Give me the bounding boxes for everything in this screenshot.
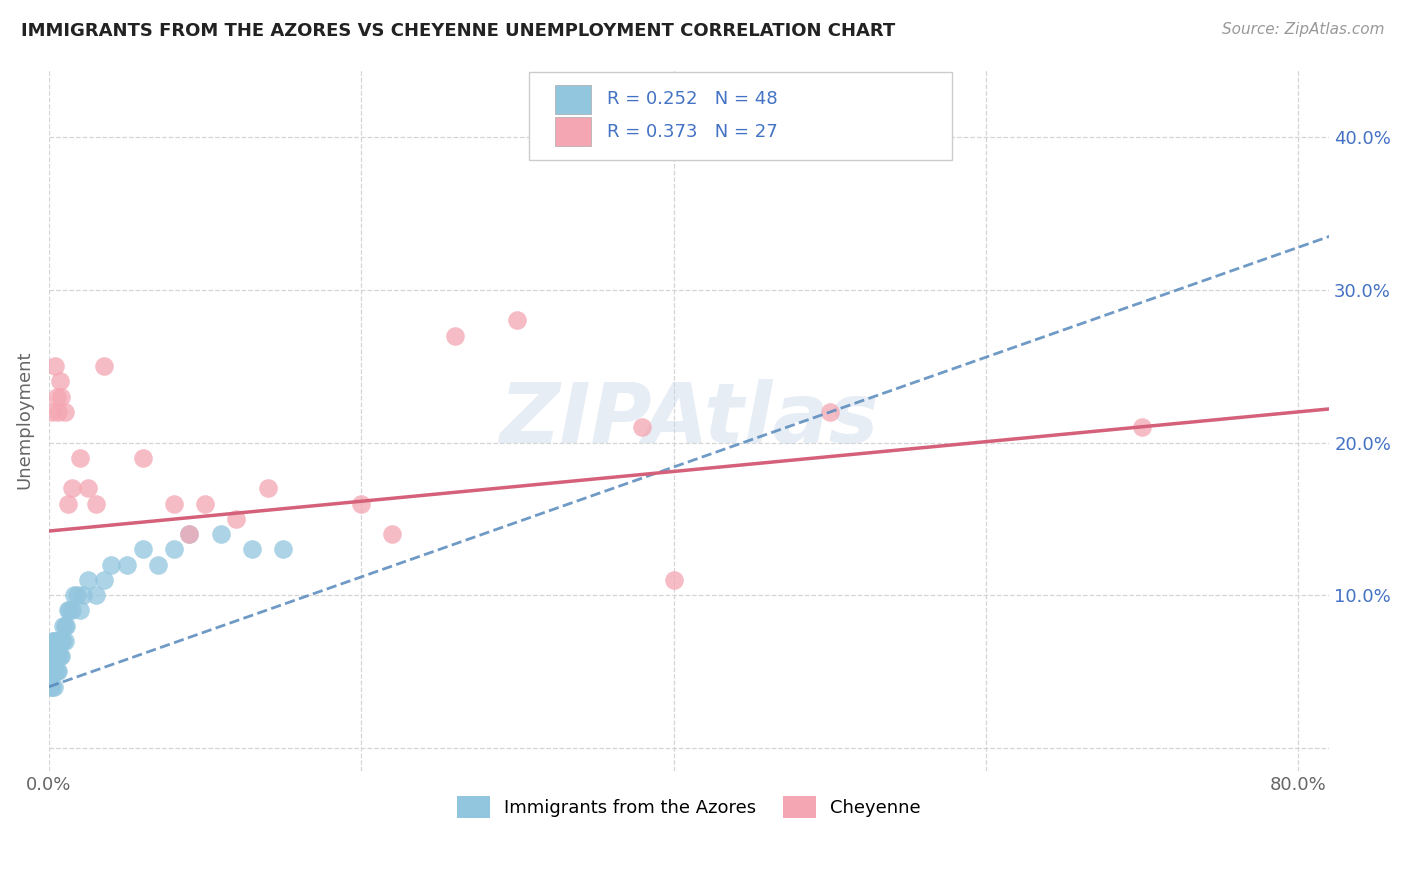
Point <box>44 665 66 679</box>
Point <box>131 450 153 465</box>
Point <box>506 313 529 327</box>
Point <box>148 558 170 572</box>
Point <box>51 649 73 664</box>
Point <box>44 359 66 374</box>
Point <box>662 573 685 587</box>
Point <box>225 512 247 526</box>
Point <box>42 634 65 648</box>
Point <box>46 665 69 679</box>
Point <box>818 405 841 419</box>
Text: IMMIGRANTS FROM THE AZORES VS CHEYENNE UNEMPLOYMENT CORRELATION CHART: IMMIGRANTS FROM THE AZORES VS CHEYENNE U… <box>21 22 896 40</box>
Point <box>1130 420 1153 434</box>
Point <box>100 558 122 572</box>
Point <box>42 665 65 679</box>
Point <box>41 665 63 679</box>
Point <box>42 649 65 664</box>
Point <box>209 527 232 541</box>
Point <box>58 603 80 617</box>
Point <box>49 634 72 648</box>
Point <box>44 649 66 664</box>
Point <box>271 542 294 557</box>
Point <box>60 603 83 617</box>
Point <box>77 573 100 587</box>
Point <box>41 649 63 664</box>
Point <box>194 497 217 511</box>
Point <box>56 603 79 617</box>
Point <box>93 359 115 374</box>
Point <box>84 497 107 511</box>
Point <box>52 634 75 648</box>
Point <box>60 481 83 495</box>
Point <box>66 588 89 602</box>
Text: R = 0.252   N = 48: R = 0.252 N = 48 <box>607 90 778 109</box>
Point <box>56 497 79 511</box>
Point <box>52 618 75 632</box>
Point <box>39 649 62 664</box>
Point <box>256 481 278 495</box>
Point <box>444 328 467 343</box>
Text: ZIPAtlas: ZIPAtlas <box>499 379 879 460</box>
Point <box>44 634 66 648</box>
Point <box>46 405 69 419</box>
Point <box>69 603 91 617</box>
Point <box>45 634 67 648</box>
Point <box>53 618 76 632</box>
FancyBboxPatch shape <box>555 117 591 146</box>
FancyBboxPatch shape <box>555 85 591 114</box>
Point <box>350 497 373 511</box>
Point <box>63 588 86 602</box>
Point <box>163 497 186 511</box>
Point <box>45 390 67 404</box>
Y-axis label: Unemployment: Unemployment <box>15 351 32 489</box>
Point <box>381 527 404 541</box>
Point <box>240 542 263 557</box>
Point <box>163 542 186 557</box>
Point <box>41 680 63 694</box>
FancyBboxPatch shape <box>529 72 952 160</box>
Point <box>115 558 138 572</box>
Point <box>93 573 115 587</box>
Point <box>131 542 153 557</box>
Text: Source: ZipAtlas.com: Source: ZipAtlas.com <box>1222 22 1385 37</box>
Point <box>51 390 73 404</box>
Point <box>631 420 654 434</box>
Point <box>45 665 67 679</box>
Point <box>39 680 62 694</box>
Point <box>53 634 76 648</box>
Point <box>41 634 63 648</box>
Point <box>51 634 73 648</box>
Point <box>179 527 201 541</box>
Point <box>55 618 77 632</box>
Point <box>53 405 76 419</box>
Point <box>41 405 63 419</box>
Point <box>179 527 201 541</box>
Point <box>45 649 67 664</box>
Point <box>46 649 69 664</box>
Legend: Immigrants from the Azores, Cheyenne: Immigrants from the Azores, Cheyenne <box>450 789 928 825</box>
Point <box>84 588 107 602</box>
Text: R = 0.373   N = 27: R = 0.373 N = 27 <box>607 123 778 141</box>
Point <box>46 634 69 648</box>
Point <box>77 481 100 495</box>
Point <box>72 588 94 602</box>
Point <box>42 680 65 694</box>
Point <box>39 665 62 679</box>
Point <box>49 649 72 664</box>
Point <box>69 450 91 465</box>
Point <box>49 375 72 389</box>
